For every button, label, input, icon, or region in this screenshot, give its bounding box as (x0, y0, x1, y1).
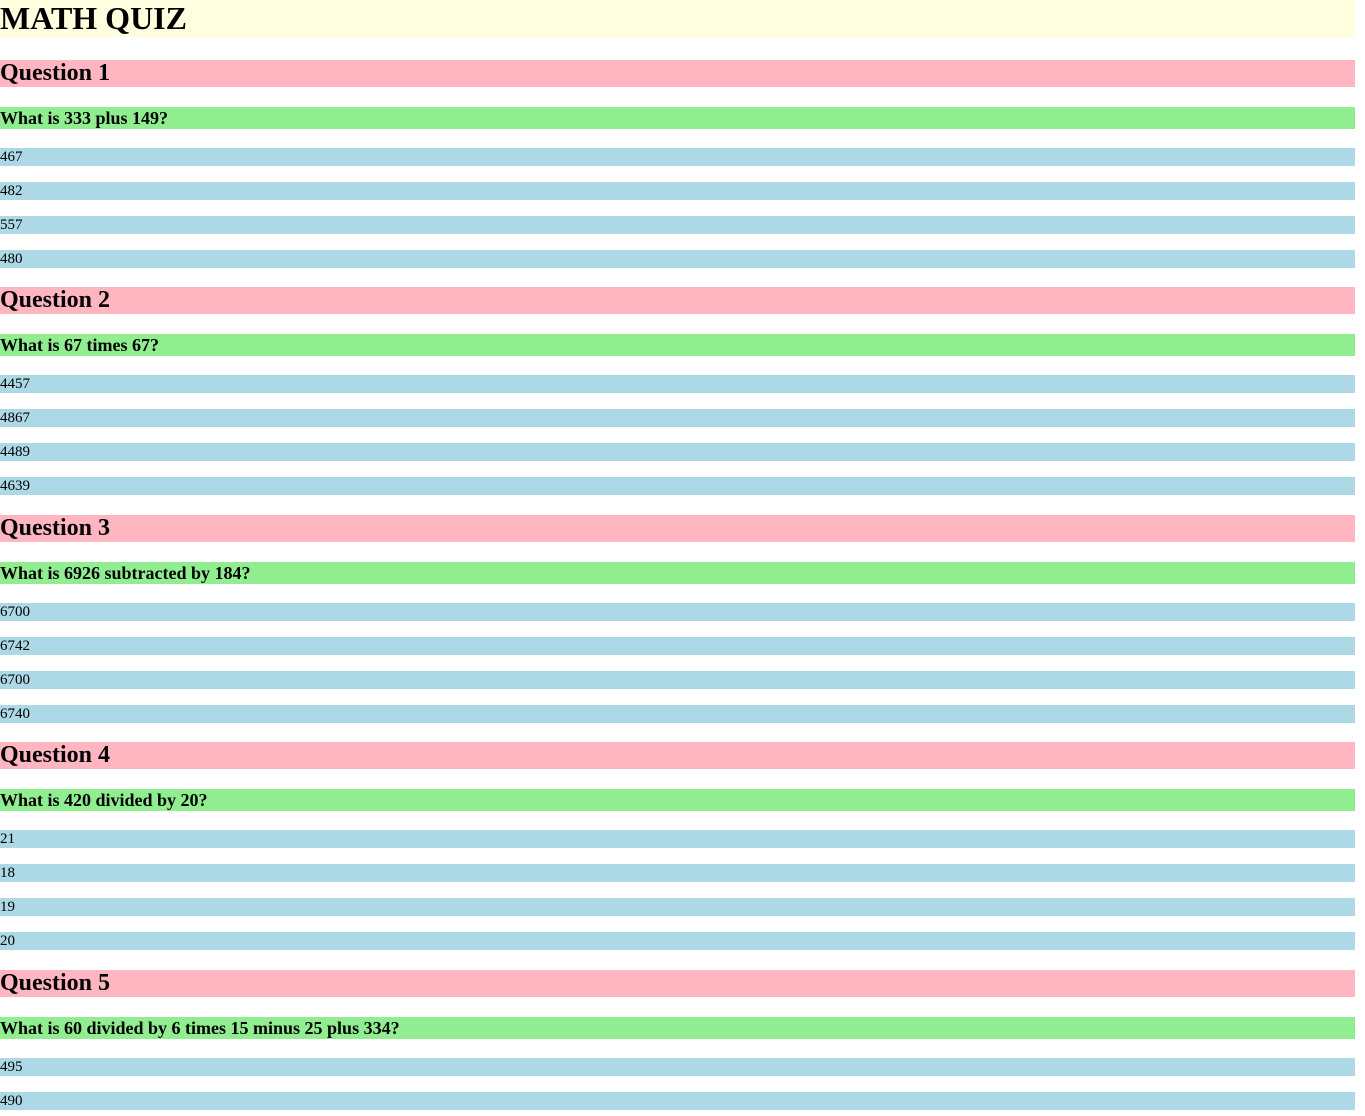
answer-option[interactable]: 19 (0, 898, 1355, 916)
answer-option[interactable]: 4489 (0, 443, 1355, 461)
question-block-1: Question 1 What is 333 plus 149? 467 482… (0, 60, 1355, 268)
answer-option[interactable]: 557 (0, 216, 1355, 234)
question-text: What is 420 divided by 20? (0, 789, 1355, 811)
question-heading: Question 4 (0, 742, 1355, 769)
question-block-3: Question 3 What is 6926 subtracted by 18… (0, 515, 1355, 723)
question-block-5: Question 5 What is 60 divided by 6 times… (0, 970, 1355, 1110)
answer-option[interactable]: 18 (0, 864, 1355, 882)
answer-option[interactable]: 21 (0, 830, 1355, 848)
answer-option[interactable]: 6742 (0, 637, 1355, 655)
question-text: What is 333 plus 149? (0, 107, 1355, 129)
question-heading: Question 3 (0, 515, 1355, 542)
answer-option[interactable]: 6740 (0, 705, 1355, 723)
answer-option[interactable]: 20 (0, 932, 1355, 950)
answer-option[interactable]: 482 (0, 182, 1355, 200)
answer-option[interactable]: 6700 (0, 671, 1355, 689)
quiz-title: MATH QUIZ (0, 0, 1355, 37)
answer-option[interactable]: 4457 (0, 375, 1355, 393)
answer-option[interactable]: 4867 (0, 409, 1355, 427)
answer-option[interactable]: 467 (0, 148, 1355, 166)
question-heading: Question 1 (0, 60, 1355, 87)
answer-option[interactable]: 495 (0, 1058, 1355, 1076)
question-text: What is 67 times 67? (0, 334, 1355, 356)
answer-option[interactable]: 6700 (0, 603, 1355, 621)
question-text: What is 60 divided by 6 times 15 minus 2… (0, 1017, 1355, 1039)
answer-option[interactable]: 490 (0, 1092, 1355, 1110)
question-text: What is 6926 subtracted by 184? (0, 562, 1355, 584)
question-heading: Question 2 (0, 287, 1355, 314)
answer-option[interactable]: 480 (0, 250, 1355, 268)
question-block-4: Question 4 What is 420 divided by 20? 21… (0, 742, 1355, 950)
question-heading: Question 5 (0, 970, 1355, 997)
answer-option[interactable]: 4639 (0, 477, 1355, 495)
question-block-2: Question 2 What is 67 times 67? 4457 486… (0, 287, 1355, 495)
